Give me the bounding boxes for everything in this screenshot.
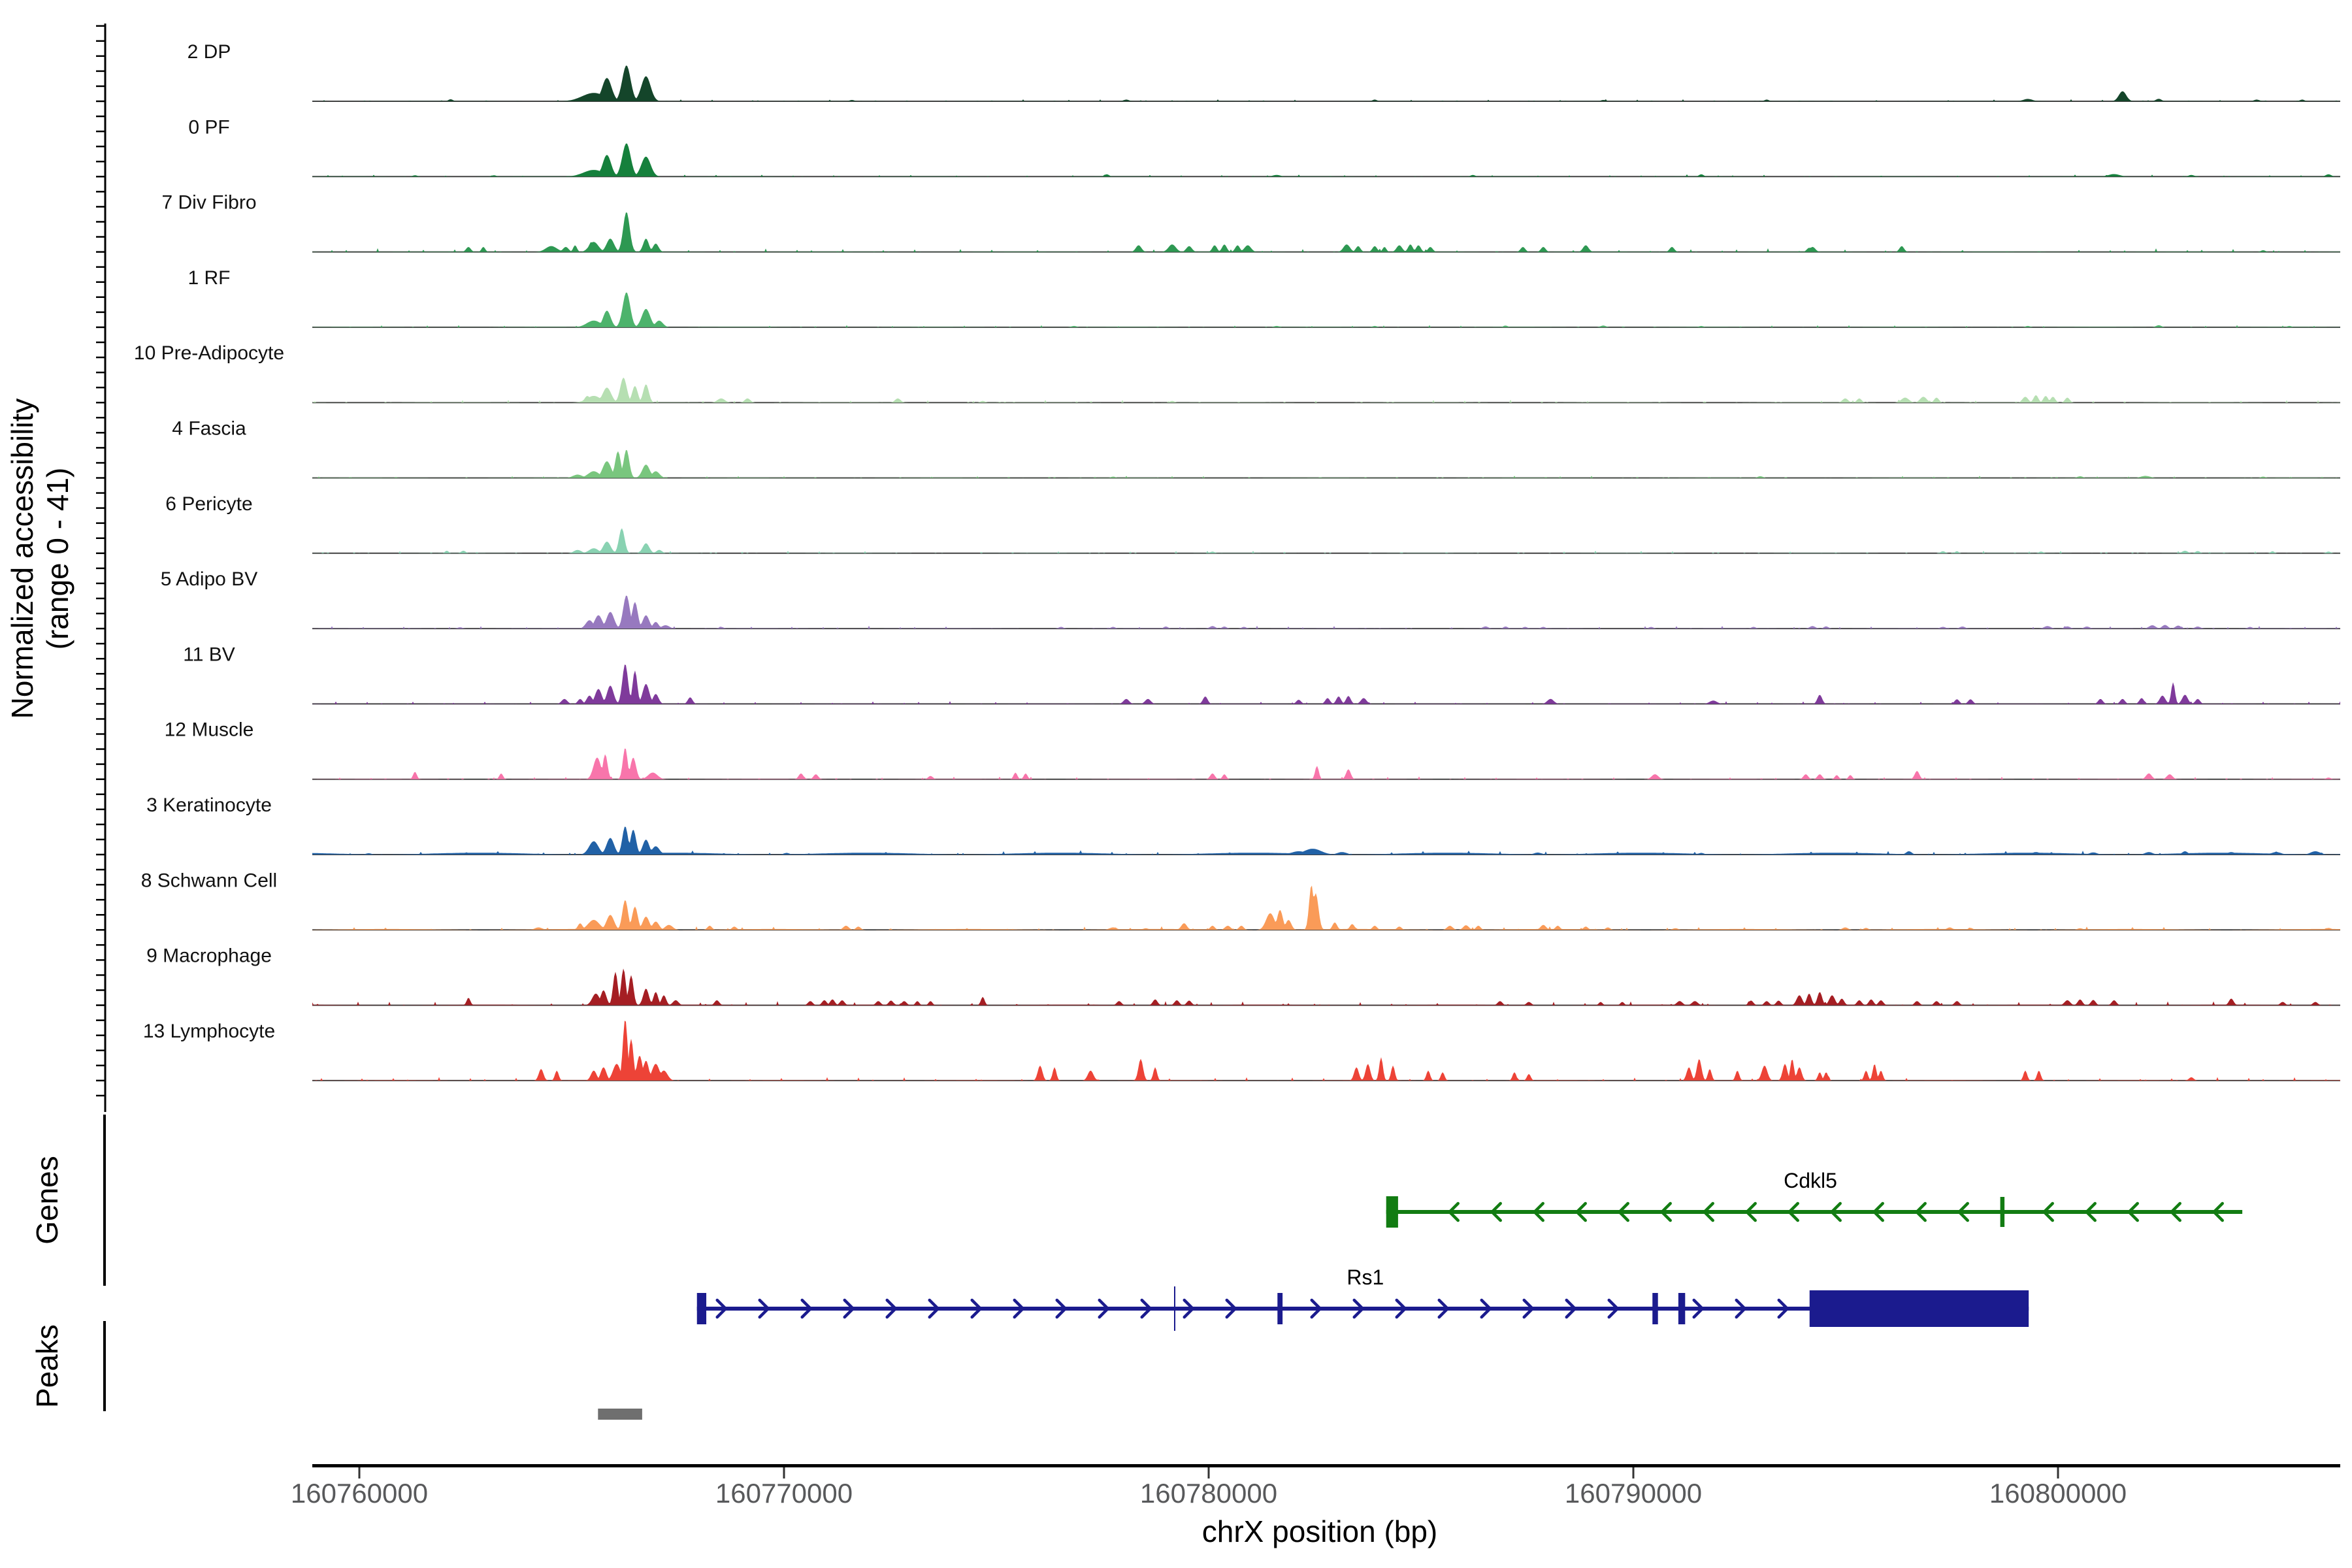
gene-exon <box>1277 1293 1283 1324</box>
signal-10-pre-adipocyte <box>312 377 2340 403</box>
peaks-track <box>598 1409 642 1420</box>
strand-arrow <box>2169 1201 2181 1222</box>
signal-13-lymphocyte <box>312 1021 2340 1081</box>
strand-arrow <box>1914 1201 1927 1222</box>
strand-arrow <box>1437 1298 1450 1319</box>
strand-arrow <box>1735 1298 1747 1319</box>
track-label-5-adipo-bv: 5 Adipo BV <box>161 568 257 590</box>
strand-arrow <box>1098 1298 1110 1319</box>
gene-exon <box>696 1293 707 1324</box>
track-label-1-rf: 1 RF <box>188 267 230 289</box>
x-tick-label: 160770000 <box>715 1478 853 1509</box>
strand-arrow <box>1447 1201 1460 1222</box>
signal-9-macrophage <box>312 968 2340 1005</box>
strand-arrow <box>1395 1298 1407 1319</box>
strand-arrow <box>1225 1298 1237 1319</box>
signal-0-pf <box>312 143 2340 177</box>
x-axis-title: chrX position (bp) <box>1202 1514 1438 1548</box>
signal-11-bv <box>312 664 2340 704</box>
gene-exon <box>1652 1293 1658 1324</box>
strand-arrow <box>1565 1298 1577 1319</box>
track-label-10-pre-adipocyte: 10 Pre-Adipocyte <box>134 342 284 364</box>
strand-arrow <box>928 1298 940 1319</box>
strand-arrow <box>1787 1201 1799 1222</box>
gene-exon <box>1386 1196 1398 1228</box>
strand-arrow <box>1617 1201 1629 1222</box>
track-label-3-keratinocyte: 3 Keratinocyte <box>146 794 272 816</box>
signal-2-dp <box>312 65 2340 101</box>
strand-arrow <box>800 1298 813 1319</box>
y-axis-title-line2: (range 0 - 41) <box>41 468 74 650</box>
strand-arrow <box>1490 1201 1502 1222</box>
gene-exon <box>1809 1290 2029 1327</box>
peak-region <box>598 1409 642 1420</box>
strand-arrow <box>970 1298 983 1319</box>
signal-3-keratinocyte <box>312 826 2340 855</box>
strand-arrow <box>1522 1298 1535 1319</box>
y-axis <box>96 24 106 1411</box>
y-axis-title-line1: Normalized accessibility <box>5 399 39 719</box>
strand-arrow <box>1480 1298 1492 1319</box>
strand-arrow <box>2127 1201 2139 1222</box>
track-label-2-dp: 2 DP <box>188 41 231 63</box>
strand-arrow <box>1310 1298 1322 1319</box>
strand-arrow <box>715 1298 728 1319</box>
signal-4-fascia <box>312 449 2340 478</box>
gene-label-rs1: Rs1 <box>1347 1266 1384 1289</box>
track-label-4-fascia: 4 Fascia <box>172 418 246 440</box>
strand-arrow <box>1607 1298 1620 1319</box>
strand-arrow <box>2042 1201 2054 1222</box>
strand-arrow <box>1532 1201 1544 1222</box>
strand-arrow <box>1702 1201 1714 1222</box>
strand-arrow <box>843 1298 855 1319</box>
strand-arrow <box>885 1298 898 1319</box>
track-label-9-macrophage: 9 Macrophage <box>146 945 272 967</box>
strand-arrow <box>758 1298 770 1319</box>
x-axis: 160760000 160770000 160780000 160790000 1608… <box>291 1464 2340 1509</box>
strand-arrow <box>1957 1201 1969 1222</box>
strand-arrow <box>1777 1298 1789 1319</box>
strand-arrow <box>1575 1201 1587 1222</box>
signal-1-rf <box>312 292 2340 327</box>
x-tick-label: 160800000 <box>1989 1478 2127 1509</box>
track-labels: 2 DP 0 PF 7 Div Fibro 1 RF 10 Pre-Adipocyte 4… <box>134 41 284 1042</box>
track-label-12-muscle: 12 Muscle <box>165 719 254 741</box>
strand-arrow <box>1872 1201 1884 1222</box>
x-tick-label: 160760000 <box>291 1478 428 1509</box>
peaks-section-label: Peaks <box>30 1324 64 1408</box>
signal-8-schwann-cell <box>312 885 2340 930</box>
strand-arrow <box>1659 1201 1672 1222</box>
gene-exon <box>2000 1197 2005 1227</box>
track-label-7-div-fibro: 7 Div Fibro <box>161 192 256 214</box>
signal-6-pericyte <box>312 528 2340 553</box>
gene-exon <box>1678 1293 1686 1324</box>
signal-12-muscle <box>312 748 2340 779</box>
gene-label-cdkl5: Cdkl5 <box>1784 1169 1837 1192</box>
gene-models: Cdkl5 Rs1 <box>696 1169 2243 1331</box>
track-label-0-pf: 0 PF <box>188 116 229 138</box>
strand-arrow <box>2212 1201 2224 1222</box>
track-label-6-pericyte: 6 Pericyte <box>165 493 252 515</box>
track-label-13-lymphocyte: 13 Lymphocyte <box>143 1021 275 1042</box>
genes-section-label: Genes <box>30 1156 64 1245</box>
strand-arrow <box>1352 1298 1365 1319</box>
strand-arrow <box>1183 1298 1195 1319</box>
track-label-11-bv: 11 BV <box>183 644 235 665</box>
signal-7-div-fibro <box>312 212 2340 252</box>
x-tick-label: 160790000 <box>1565 1478 1702 1509</box>
strand-arrow <box>2084 1201 2097 1222</box>
signal-5-adipo-bv <box>312 595 2340 629</box>
strand-arrow <box>1744 1201 1757 1222</box>
strand-arrow <box>1140 1298 1152 1319</box>
strand-arrow <box>1055 1298 1068 1319</box>
strand-arrow <box>1013 1298 1025 1319</box>
x-tick-label: 160780000 <box>1140 1478 1277 1509</box>
accessibility-tracks <box>312 65 2340 1081</box>
strand-arrow <box>1692 1298 1705 1319</box>
track-label-8-schwann-cell: 8 Schwann Cell <box>141 870 277 891</box>
strand-arrow <box>1829 1201 1842 1222</box>
